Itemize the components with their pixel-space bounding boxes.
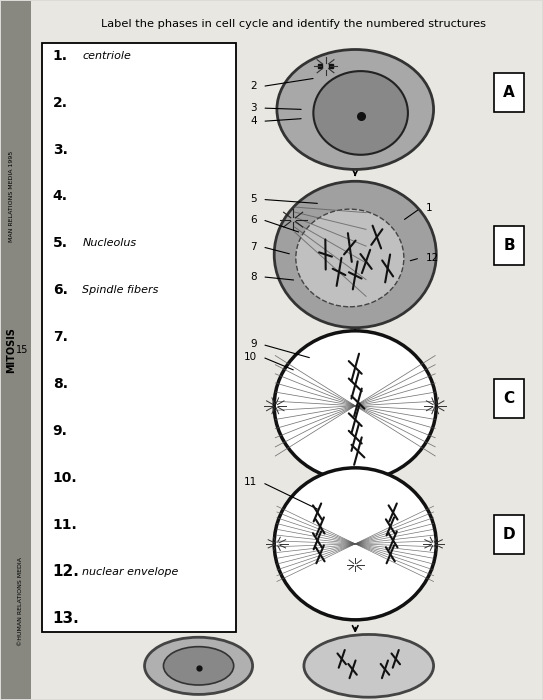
Text: 5: 5	[250, 195, 257, 204]
Text: 8.: 8.	[53, 377, 68, 391]
Text: 5.: 5.	[53, 237, 68, 251]
Text: 7: 7	[250, 241, 257, 252]
Text: 6.: 6.	[53, 284, 67, 298]
Text: nuclear envelope: nuclear envelope	[83, 566, 179, 577]
Bar	[494, 515, 525, 554]
Text: 8: 8	[250, 272, 257, 282]
Text: 3: 3	[250, 103, 257, 113]
Text: 13.: 13.	[53, 611, 79, 626]
Ellipse shape	[296, 209, 404, 307]
Bar	[2, 1, 31, 699]
Ellipse shape	[163, 647, 233, 685]
Text: centriole: centriole	[83, 51, 131, 61]
Text: 9: 9	[250, 340, 257, 349]
Text: 9.: 9.	[53, 424, 67, 438]
Text: 11: 11	[244, 477, 257, 487]
Text: B: B	[503, 238, 515, 253]
Ellipse shape	[274, 468, 436, 620]
Ellipse shape	[304, 634, 433, 697]
Text: Nucleolus: Nucleolus	[83, 238, 136, 248]
Text: 6: 6	[250, 215, 257, 225]
Text: 4.: 4.	[53, 190, 68, 204]
Text: 3.: 3.	[53, 143, 67, 157]
Text: 2.: 2.	[53, 96, 68, 110]
Text: A: A	[503, 85, 515, 99]
Text: 10: 10	[244, 352, 257, 362]
Text: Spindle fibers: Spindle fibers	[83, 285, 159, 295]
Bar	[494, 226, 525, 265]
Text: 12: 12	[426, 253, 439, 263]
Text: Label the phases in cell cycle and identify the numbered structures: Label the phases in cell cycle and ident…	[100, 19, 485, 29]
Text: 11.: 11.	[53, 518, 78, 532]
Text: 1: 1	[426, 204, 432, 214]
Ellipse shape	[274, 181, 436, 328]
Ellipse shape	[277, 50, 433, 169]
Text: MAN RELATIONS MEDIA 1995: MAN RELATIONS MEDIA 1995	[9, 151, 14, 242]
Text: 10.: 10.	[53, 471, 77, 485]
Text: 7.: 7.	[53, 330, 67, 344]
Text: 4: 4	[250, 116, 257, 126]
Bar	[494, 73, 525, 111]
Text: D: D	[503, 527, 515, 542]
Ellipse shape	[313, 71, 408, 155]
Text: ©HUMAN RELATIONS MEDIA: ©HUMAN RELATIONS MEDIA	[18, 556, 23, 645]
Ellipse shape	[274, 331, 436, 481]
Ellipse shape	[144, 637, 252, 694]
Text: C: C	[504, 391, 515, 406]
Text: 2: 2	[250, 81, 257, 92]
Text: 12.: 12.	[53, 564, 80, 579]
Bar	[42, 43, 236, 632]
Bar	[494, 379, 525, 419]
Text: 1.: 1.	[53, 49, 68, 63]
Text: MITOSIS: MITOSIS	[6, 327, 16, 373]
Text: 15: 15	[16, 345, 28, 355]
